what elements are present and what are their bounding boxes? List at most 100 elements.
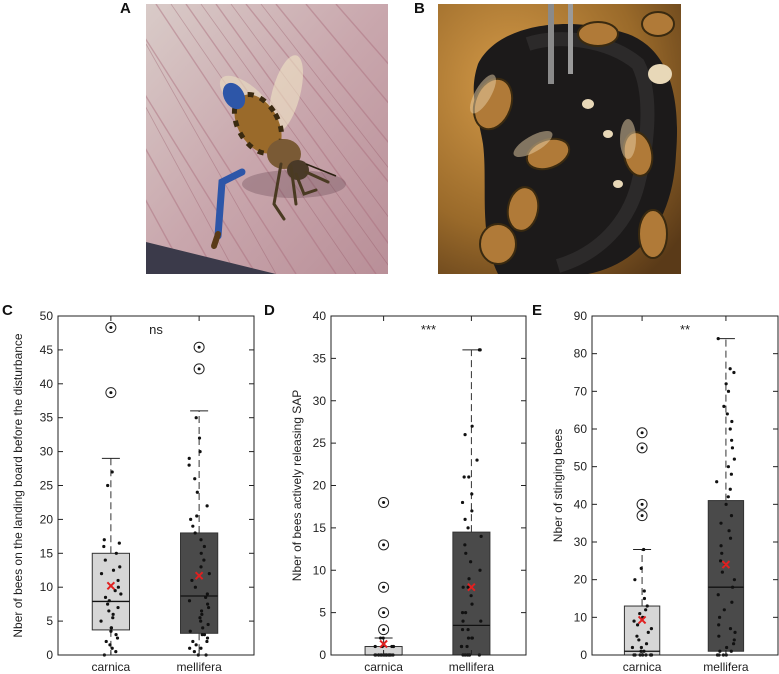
data-point xyxy=(104,639,108,644)
y-tick-label: 5 xyxy=(319,606,326,620)
data-point xyxy=(102,544,106,549)
data-point xyxy=(728,367,732,371)
data-point xyxy=(199,619,203,623)
data-point xyxy=(199,565,203,569)
data-point xyxy=(116,605,120,610)
data-point xyxy=(111,612,115,616)
data-point xyxy=(191,639,195,644)
data-point xyxy=(116,578,120,583)
data-point xyxy=(202,558,206,562)
data-point xyxy=(726,465,730,469)
data-point xyxy=(470,424,474,428)
data-point xyxy=(730,600,734,604)
data-point xyxy=(206,622,210,627)
x-category-label: mellifera xyxy=(449,660,495,674)
data-point xyxy=(726,495,730,499)
y-tick-label: 45 xyxy=(40,343,54,357)
bee-photo-a xyxy=(146,4,388,274)
box-carnica xyxy=(91,552,131,631)
outlier-dot xyxy=(382,500,386,504)
x-category-label: carnica xyxy=(92,660,131,674)
data-point xyxy=(192,650,196,654)
significance-label: *** xyxy=(421,322,436,337)
data-point xyxy=(728,627,733,631)
data-point xyxy=(717,623,721,627)
data-point xyxy=(109,626,113,630)
data-point xyxy=(187,456,191,460)
data-point xyxy=(719,544,723,548)
data-point xyxy=(718,649,722,653)
data-point xyxy=(198,616,202,620)
y-tick-label: 15 xyxy=(40,546,54,560)
data-point xyxy=(725,412,729,416)
outlier-dot xyxy=(382,543,386,547)
outlier-marker xyxy=(193,341,205,353)
data-point xyxy=(644,608,648,612)
y-tick-label: 5 xyxy=(46,614,53,628)
data-point xyxy=(635,634,639,638)
data-point xyxy=(726,389,731,393)
x-category-label: carnica xyxy=(623,660,662,674)
data-point xyxy=(729,514,734,518)
bee-photo-b xyxy=(438,4,681,274)
y-tick-label: 50 xyxy=(40,309,54,323)
data-point xyxy=(642,596,647,601)
y-tick-label: 50 xyxy=(574,460,588,474)
y-tick-label: 40 xyxy=(574,497,588,511)
data-point xyxy=(460,611,465,615)
y-tick-label: 10 xyxy=(40,580,54,594)
data-point xyxy=(638,611,642,616)
y-tick-label: 20 xyxy=(40,512,54,526)
data-point xyxy=(479,619,483,623)
x-category-label: mellifera xyxy=(703,660,749,674)
data-point xyxy=(207,572,211,576)
data-point xyxy=(103,595,108,599)
data-point xyxy=(103,558,107,562)
outlier-marker xyxy=(378,581,390,593)
mean-marker xyxy=(721,560,731,569)
y-axis-title: Nber of bees on the landing board before… xyxy=(11,333,25,638)
y-tick-label: 0 xyxy=(580,648,587,662)
data-point xyxy=(730,419,734,424)
data-point xyxy=(732,578,737,582)
data-point xyxy=(199,609,204,613)
data-point xyxy=(717,634,721,638)
data-point xyxy=(193,531,197,535)
data-point xyxy=(108,643,112,647)
y-tick-label: 30 xyxy=(313,394,327,408)
data-point xyxy=(730,585,735,589)
data-point xyxy=(470,492,474,496)
data-point xyxy=(718,559,723,563)
data-point xyxy=(466,636,471,640)
data-point xyxy=(188,646,192,650)
outlier-marker xyxy=(378,624,390,636)
y-axis-title: Nber of bees actively releasing SAP xyxy=(290,390,304,581)
data-point xyxy=(464,611,468,615)
data-point xyxy=(106,483,110,488)
data-point xyxy=(469,594,473,598)
data-point xyxy=(462,475,466,479)
data-point xyxy=(195,490,199,494)
outlier-dot xyxy=(382,585,386,589)
data-point xyxy=(719,521,723,525)
data-point xyxy=(102,538,106,542)
data-point xyxy=(716,337,720,341)
outlier-marker xyxy=(105,322,117,334)
data-point xyxy=(630,645,635,650)
mean-marker xyxy=(194,571,204,580)
data-point xyxy=(187,599,192,603)
x-category-label: carnica xyxy=(364,660,403,674)
y-tick-label: 60 xyxy=(574,422,588,436)
data-point xyxy=(114,551,118,555)
y-tick-label: 0 xyxy=(319,648,326,662)
data-point xyxy=(390,644,394,649)
data-point xyxy=(114,633,118,637)
data-point xyxy=(194,643,198,647)
data-point xyxy=(729,649,733,653)
outlier-dot xyxy=(640,446,644,450)
data-point xyxy=(720,570,724,574)
data-point xyxy=(728,487,732,491)
data-point xyxy=(461,585,465,589)
data-point xyxy=(724,382,728,386)
